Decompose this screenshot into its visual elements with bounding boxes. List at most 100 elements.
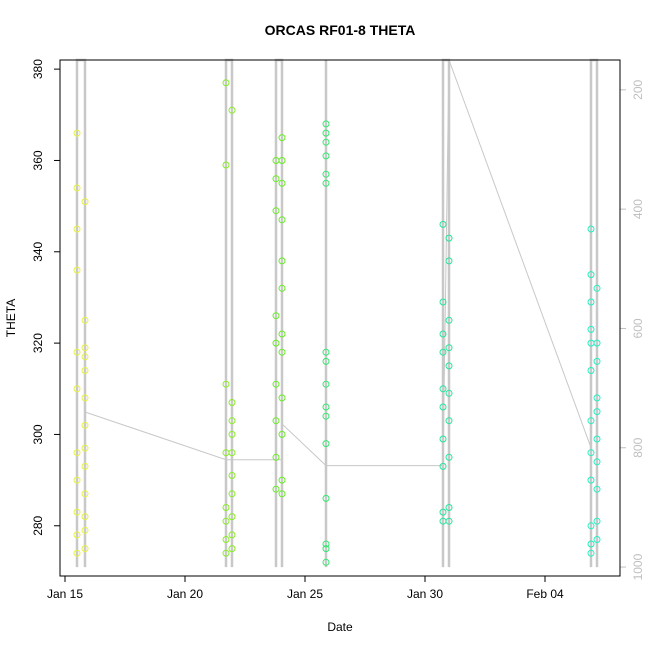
y2-tick-label: 1000	[631, 553, 645, 580]
theta-point	[272, 453, 280, 461]
theta-point	[439, 385, 447, 393]
theta-point	[587, 325, 595, 333]
x-tick-label: Jan 20	[167, 587, 203, 601]
theta-point	[445, 362, 453, 370]
chart-title: ORCAS RF01-8 THETA	[265, 22, 416, 38]
theta-point	[593, 284, 601, 292]
theta-point	[439, 435, 447, 443]
x-tick-label: Jan 25	[287, 587, 323, 601]
theta-point	[322, 403, 330, 411]
theta-point	[278, 257, 286, 265]
theta-point	[228, 513, 236, 521]
theta-point	[439, 403, 447, 411]
theta-point	[322, 558, 330, 566]
theta-point	[81, 367, 89, 374]
theta-point	[222, 79, 230, 87]
theta-points	[73, 79, 601, 566]
theta-point	[222, 504, 230, 511]
theta-point	[222, 161, 230, 169]
theta-point	[445, 389, 453, 397]
y-tick-label: 320	[31, 333, 45, 353]
theta-point	[228, 472, 236, 479]
theta-point	[73, 508, 81, 516]
theta-point	[593, 517, 601, 525]
theta-point	[278, 330, 286, 338]
theta-point	[81, 421, 89, 429]
theta-point	[322, 129, 330, 137]
theta-point	[278, 216, 286, 224]
y-tick-label: 380	[31, 59, 45, 79]
theta-point	[322, 120, 330, 128]
theta-point	[322, 138, 330, 146]
y-tick-label: 280	[31, 515, 45, 535]
theta-point	[439, 348, 447, 356]
theta-point	[322, 440, 330, 448]
plot-frame	[59, 59, 621, 577]
pressure-trace-rf06	[589, 58, 599, 568]
theta-point	[587, 476, 595, 484]
y2-tick-label: 600	[631, 318, 645, 338]
theta-point	[73, 348, 81, 356]
theta-point	[228, 417, 236, 425]
theta-point	[587, 549, 595, 557]
theta-point	[81, 462, 89, 470]
theta-point	[73, 449, 81, 457]
theta-point	[445, 316, 453, 324]
x-axis-label: Date	[327, 620, 353, 634]
x-tick-label: Jan 15	[47, 587, 83, 601]
theta-point	[593, 536, 601, 543]
x-tick-label: Feb 04	[526, 587, 564, 601]
theta-point	[322, 348, 330, 356]
theta-point	[278, 490, 286, 498]
theta-point	[439, 220, 447, 228]
theta-point	[322, 545, 330, 553]
theta-point	[228, 106, 236, 114]
theta-point	[272, 207, 280, 215]
y2-tick-label: 400	[631, 199, 645, 219]
theta-point	[81, 394, 89, 402]
theta-point	[587, 367, 595, 374]
theta-point	[593, 357, 601, 365]
theta-point	[278, 476, 286, 484]
theta-point	[222, 549, 230, 557]
theta-point	[593, 485, 601, 493]
y-axis-label: THETA	[4, 299, 18, 337]
theta-point	[593, 394, 601, 402]
theta-point	[587, 225, 595, 233]
ferry-trace	[84, 59, 592, 467]
theta-point	[322, 540, 330, 548]
theta-point	[322, 179, 330, 187]
theta-point	[73, 184, 81, 192]
theta-point	[439, 298, 447, 306]
theta-point	[322, 494, 330, 502]
theta-point	[587, 449, 595, 457]
theta-point	[278, 430, 286, 438]
theta-point	[439, 330, 447, 338]
theta-point	[278, 157, 286, 164]
y-tick-label: 300	[31, 424, 45, 444]
theta-point	[81, 353, 89, 361]
y2-tick-label: 800	[631, 437, 645, 457]
theta-point	[272, 339, 280, 347]
theta-point	[322, 412, 330, 420]
theta-point	[228, 531, 236, 539]
theta-point	[73, 476, 81, 484]
theta-point	[587, 522, 595, 530]
y-tick-label: 360	[31, 150, 45, 170]
theta-point	[73, 531, 81, 539]
theta-point	[587, 298, 595, 306]
theta-point	[81, 344, 89, 352]
theta-point	[445, 517, 453, 525]
theta-point	[228, 399, 236, 406]
theta-point	[81, 526, 89, 534]
theta-point	[445, 257, 453, 265]
theta-point	[81, 444, 89, 452]
theta-point	[272, 312, 280, 320]
theta-point	[73, 385, 81, 393]
theta-point	[322, 357, 330, 365]
theta-point	[445, 453, 453, 461]
theta-point	[228, 490, 236, 498]
theta-point	[445, 344, 453, 352]
theta-point	[81, 490, 89, 498]
